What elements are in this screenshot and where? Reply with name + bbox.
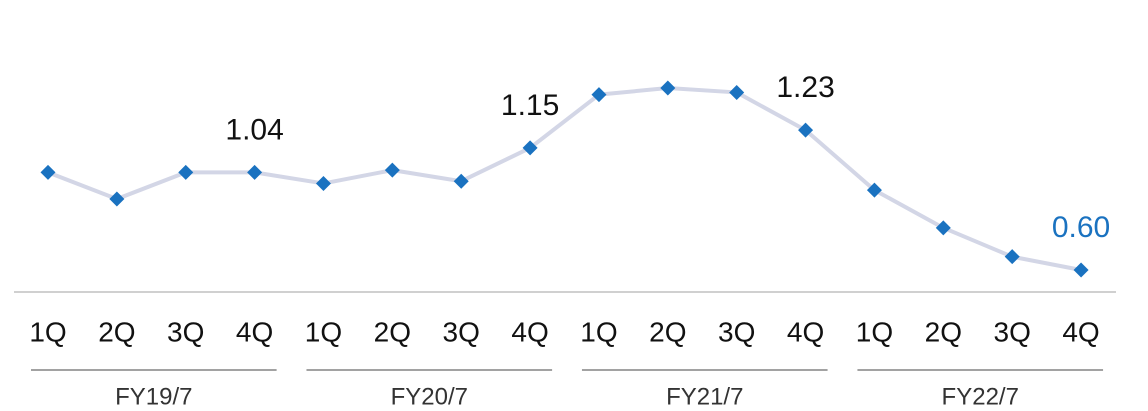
data-label: 1.23 (776, 71, 834, 104)
marker (247, 164, 263, 180)
data-label: 1.15 (501, 89, 559, 122)
marker (109, 191, 125, 207)
x-tick-label: 2Q (374, 316, 411, 347)
x-tick-label: 4Q (787, 316, 824, 347)
marker (935, 220, 951, 236)
marker (522, 140, 538, 156)
marker (40, 164, 56, 180)
data-label: 0.60 (1052, 211, 1110, 244)
group-label: FY22/7 (942, 383, 1019, 410)
x-tick-label: 1Q (305, 316, 342, 347)
marker (453, 173, 469, 189)
group-label: FY20/7 (391, 383, 468, 410)
x-tick-label: 2Q (925, 316, 962, 347)
x-tick-label: 2Q (649, 316, 686, 347)
x-tick-label: 1Q (856, 316, 893, 347)
group-label: FY21/7 (666, 383, 743, 410)
marker (798, 122, 814, 138)
marker (729, 84, 745, 100)
x-tick-label: 1Q (29, 316, 66, 347)
x-tick-label: 4Q (511, 316, 548, 347)
data-label: 1.04 (225, 113, 283, 146)
marker (1073, 262, 1089, 278)
x-tick-label: 4Q (1062, 316, 1099, 347)
marker (866, 182, 882, 198)
marker (1004, 249, 1020, 265)
x-tick-label: 1Q (580, 316, 617, 347)
marker (384, 162, 400, 178)
x-tick-label: 4Q (236, 316, 273, 347)
x-tick-label: 3Q (167, 316, 204, 347)
marker (591, 87, 607, 103)
marker (660, 80, 676, 96)
marker (178, 164, 194, 180)
x-tick-label: 3Q (443, 316, 480, 347)
line (47, 86, 1082, 272)
x-tick-label: 2Q (98, 316, 135, 347)
x-tick-label: 3Q (994, 316, 1031, 347)
x-tick-label: 3Q (718, 316, 755, 347)
marker (315, 175, 331, 191)
group-label: FY19/7 (115, 383, 192, 410)
